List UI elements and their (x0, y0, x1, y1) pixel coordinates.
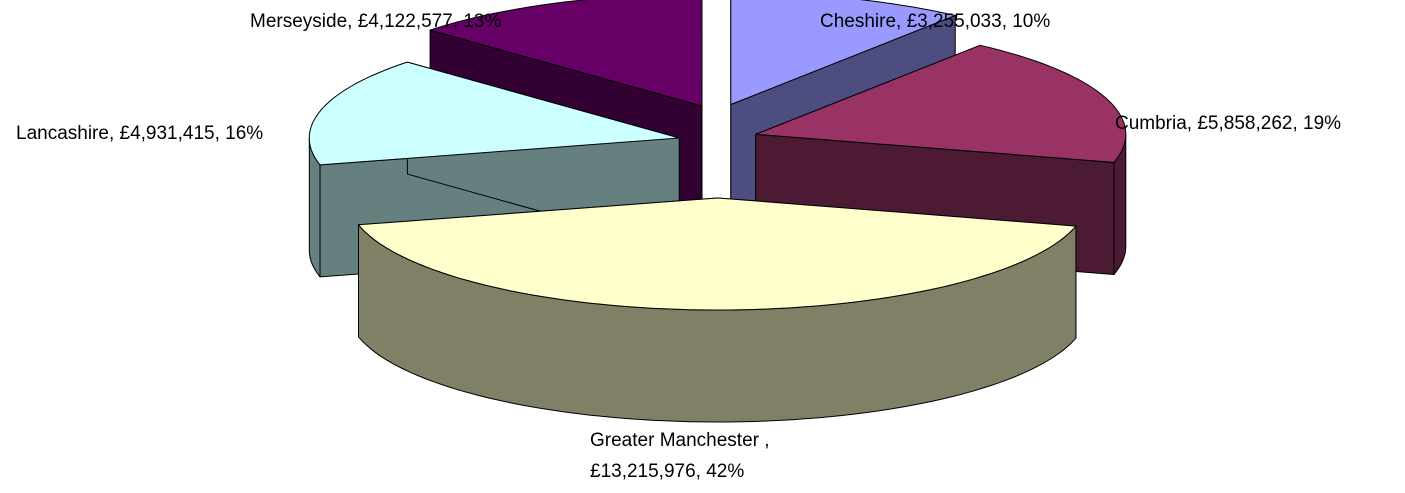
slice (429, 0, 703, 107)
slice (755, 44, 1127, 163)
data-label: Lancashire, £4,931,415, 16% (16, 123, 263, 144)
slice (358, 197, 1077, 311)
data-label: Merseyside, £4,122,577, 13% (250, 11, 501, 32)
slice (730, 0, 956, 106)
slice (308, 61, 680, 166)
data-label: Greater Manchester , (590, 430, 770, 451)
data-label: Cumbria, £5,858,262, 19% (1115, 113, 1341, 134)
data-label: Cheshire, £3,255,033, 10% (820, 11, 1050, 32)
data-label: £13,215,976, 42% (590, 461, 744, 482)
